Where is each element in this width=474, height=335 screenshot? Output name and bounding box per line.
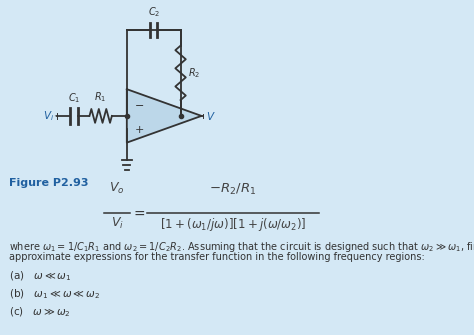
Text: (c)   $\omega \gg \omega_2$: (c) $\omega \gg \omega_2$ bbox=[9, 305, 71, 319]
Text: $V_o$: $V_o$ bbox=[109, 181, 125, 196]
Text: approximate expressions for the transfer function in the following frequency reg: approximate expressions for the transfer… bbox=[9, 253, 425, 262]
Text: $V_i$: $V_i$ bbox=[110, 216, 124, 231]
Text: Figure P2.93: Figure P2.93 bbox=[9, 178, 88, 188]
Text: where $\omega_1 = 1/C_1R_1$ and $\omega_2 = 1/C_2R_2$. Assuming that the circuit: where $\omega_1 = 1/C_1R_1$ and $\omega_… bbox=[9, 240, 474, 254]
Text: $-$: $-$ bbox=[134, 98, 145, 109]
Text: $-R_2/R_1$: $-R_2/R_1$ bbox=[209, 182, 256, 197]
Text: $V_i$: $V_i$ bbox=[43, 109, 55, 123]
Text: (a)   $\omega \ll \omega_1$: (a) $\omega \ll \omega_1$ bbox=[9, 269, 72, 283]
Text: $R_2$: $R_2$ bbox=[188, 66, 201, 80]
Text: $[1+(\omega_1/j\omega)][1+j(\omega/\omega_2)]$: $[1+(\omega_1/j\omega)][1+j(\omega/\omeg… bbox=[160, 216, 306, 233]
Text: $R_1$: $R_1$ bbox=[94, 90, 107, 104]
Text: $=$: $=$ bbox=[131, 206, 146, 220]
Text: $V$: $V$ bbox=[206, 110, 216, 122]
Polygon shape bbox=[127, 89, 201, 143]
Text: $C_2$: $C_2$ bbox=[147, 5, 160, 19]
Text: $+$: $+$ bbox=[134, 124, 145, 135]
Text: $C_1$: $C_1$ bbox=[68, 91, 80, 105]
Text: (b)   $\omega_1 \ll \omega \ll \omega_2$: (b) $\omega_1 \ll \omega \ll \omega_2$ bbox=[9, 287, 100, 301]
